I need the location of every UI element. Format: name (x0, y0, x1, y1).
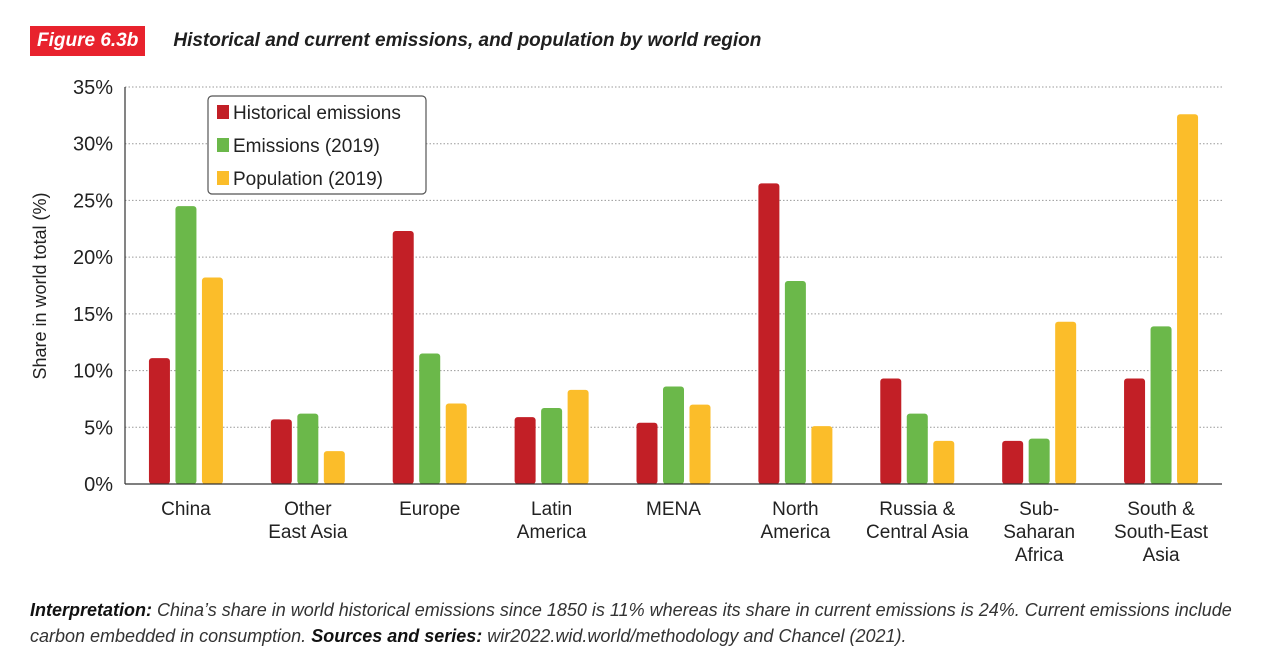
bar-historical-emissions (392, 231, 414, 484)
x-category-label: North America (761, 499, 831, 543)
bar-emissions-2019 (906, 413, 928, 484)
bar-emissions-2019 (297, 413, 319, 484)
bar-population-2019 (567, 389, 589, 484)
bar-emissions-2019 (663, 386, 684, 484)
x-category-label: Other East Asia (268, 499, 348, 543)
x-category-label: MENA (646, 499, 701, 520)
x-category-label: Europe (399, 499, 460, 520)
bar-emissions-2019 (419, 353, 441, 484)
y-tick-label: 25% (73, 190, 113, 212)
legend-label: Population (2019) (233, 169, 383, 190)
y-tick-label: 20% (73, 247, 113, 269)
x-axis-categories: China Other East Asia Europe Latin America MEN… (161, 499, 1209, 566)
sources-text: wir2022.wid.world/methodology and Chance… (482, 626, 907, 646)
bar-historical-emissions (148, 358, 170, 484)
legend: Historical emissions Emissions (2019) Popu… (207, 95, 427, 195)
bar-population-2019 (445, 403, 467, 484)
legend-label: Emissions (2019) (233, 136, 380, 157)
x-category-label: Sub-Saharan Africa (1003, 499, 1075, 566)
bar-population-2019 (933, 440, 955, 484)
bar-historical-emissions (1124, 378, 1146, 484)
y-tick-label: 35% (73, 77, 113, 99)
bar-emissions-2019 (1028, 438, 1050, 484)
x-category-label: Russia & Central Asia (866, 499, 969, 543)
y-tick-label: 30% (73, 134, 113, 156)
interpretation-text: China’s share in world historical emissi… (30, 600, 1232, 646)
bar-chart: 0% 5% 10% 15% 20% 25% 30% 35% Share in world to… (30, 77, 1222, 566)
legend-swatch (217, 171, 229, 185)
bar-population-2019 (1177, 114, 1199, 485)
axes (124, 87, 1222, 485)
x-category-label: South & South-East Asia (1114, 499, 1209, 566)
x-category-label: Latin America (517, 499, 587, 543)
bar-population-2019 (689, 404, 711, 484)
legend-label: Historical emissions (233, 103, 401, 124)
bar-historical-emissions (514, 417, 536, 484)
bar-historical-emissions (270, 419, 292, 484)
bar-historical-emissions (636, 422, 658, 484)
interpretation-note: Interpretation: China’s share in world h… (30, 597, 1250, 649)
bar-emissions-2019 (784, 280, 806, 484)
legend-swatch (217, 138, 229, 152)
y-tick-label: 10% (73, 361, 113, 383)
y-tick-label: 5% (84, 417, 113, 439)
bar-historical-emissions (758, 183, 780, 484)
bar-population-2019 (201, 277, 223, 484)
bar-population-2019 (323, 451, 345, 484)
figure-title: Historical and current emissions, and po… (173, 30, 762, 51)
x-category-label: China (161, 499, 211, 520)
bars (148, 114, 1199, 485)
bar-population-2019 (1055, 321, 1077, 484)
y-tick-label: 15% (73, 304, 113, 326)
bar-historical-emissions (880, 378, 902, 484)
y-tick-label: 0% (84, 474, 113, 496)
bar-emissions-2019 (1150, 326, 1172, 484)
bar-emissions-2019 (175, 206, 197, 484)
y-axis-ticks: 0% 5% 10% 15% 20% 25% 30% 35% (73, 77, 113, 496)
y-axis-label: Share in world total (%) (30, 192, 50, 379)
bar-historical-emissions (1002, 440, 1024, 484)
legend-box (207, 95, 427, 195)
legend-swatch (217, 105, 229, 119)
figure-label: Figure 6.3b (30, 26, 146, 56)
sources-label: Sources and series: (311, 626, 483, 646)
figure-header: Figure 6.3b Historical and current emiss… (30, 26, 761, 56)
bar-emissions-2019 (541, 408, 563, 484)
bar-population-2019 (811, 426, 833, 484)
interpretation-label: Interpretation: (30, 600, 153, 620)
